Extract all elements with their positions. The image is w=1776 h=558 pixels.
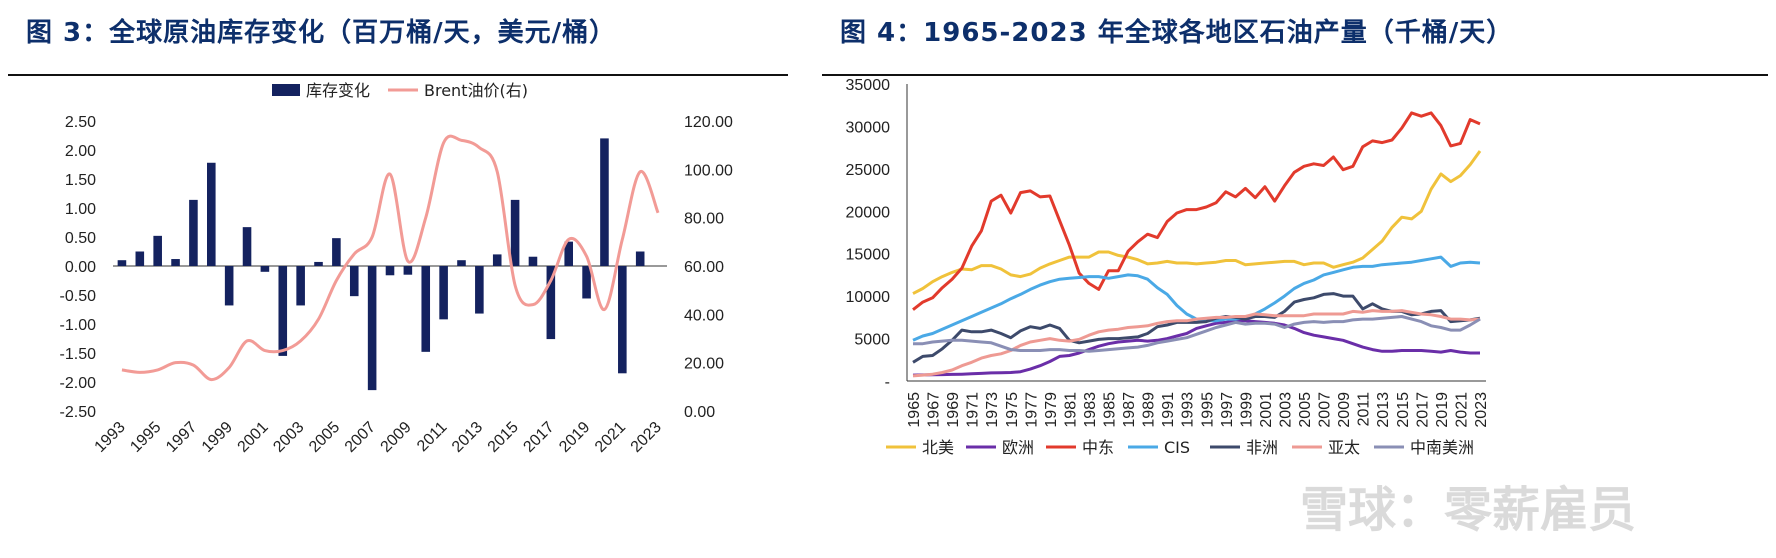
x-axis-tick: 2015 (1395, 392, 1412, 428)
legend-label: CIS (1164, 438, 1190, 457)
y-axis-tick: 25000 (846, 162, 891, 179)
x-axis-tick: 1981 (1062, 392, 1079, 428)
x-axis-tick: 1997 (1219, 392, 1236, 428)
legend-label: 非洲 (1246, 438, 1278, 457)
x-axis-tick: 1971 (965, 392, 982, 428)
x-axis-tick: 1991 (1160, 392, 1177, 428)
x-axis-tick: 2001 (1258, 392, 1275, 428)
y-axis-tick: 5000 (854, 332, 890, 349)
x-axis-tick: 1975 (1004, 392, 1021, 428)
x-axis-tick: 2003 (1277, 392, 1294, 428)
series-line (913, 311, 1480, 376)
x-axis-tick: 1999 (1238, 392, 1255, 428)
x-axis-tick: 1967 (926, 392, 943, 428)
x-axis-tick: 2021 (1453, 392, 1470, 428)
x-axis-tick: 1977 (1023, 392, 1040, 428)
x-axis-tick: 1987 (1121, 392, 1138, 428)
x-axis-tick: 2019 (1434, 392, 1451, 428)
x-axis-tick: 1995 (1199, 392, 1216, 428)
x-axis-tick: 1985 (1102, 392, 1119, 428)
x-axis-tick: 2007 (1317, 392, 1334, 428)
x-axis-tick: 2005 (1297, 392, 1314, 428)
x-axis-tick: 1969 (945, 392, 962, 428)
x-axis-tick: 2023 (1473, 392, 1490, 428)
y-axis-tick: 35000 (846, 77, 891, 94)
x-axis-tick: 1983 (1082, 392, 1099, 428)
legend-label: 欧洲 (1002, 438, 1034, 457)
series-line (913, 321, 1480, 375)
x-axis-tick: 1965 (906, 392, 923, 428)
x-axis-tick: 1973 (984, 392, 1001, 428)
series-line (913, 113, 1480, 310)
legend-label: 中南美洲 (1410, 438, 1474, 457)
legend-label: 中东 (1082, 438, 1114, 457)
series-line (913, 151, 1480, 294)
x-axis-tick: 1979 (1043, 392, 1060, 428)
x-axis-tick: 2009 (1336, 392, 1353, 428)
y-axis-tick: - (885, 374, 890, 391)
x-axis-tick: 2011 (1356, 392, 1373, 427)
legend-label: 亚太 (1328, 438, 1360, 457)
y-axis-tick: 20000 (846, 204, 891, 221)
legend-label: 北美 (922, 438, 954, 457)
watermark: 雪球：零薪雇员 (1300, 470, 1636, 540)
y-axis-tick: 10000 (846, 289, 891, 306)
x-axis-tick: 2013 (1375, 392, 1392, 428)
y-axis-tick: 15000 (846, 247, 891, 264)
x-axis-tick: 1989 (1141, 392, 1158, 428)
x-axis-tick: 1993 (1180, 392, 1197, 428)
x-axis-tick: 2017 (1414, 392, 1431, 428)
y-axis-tick: 30000 (846, 119, 891, 136)
